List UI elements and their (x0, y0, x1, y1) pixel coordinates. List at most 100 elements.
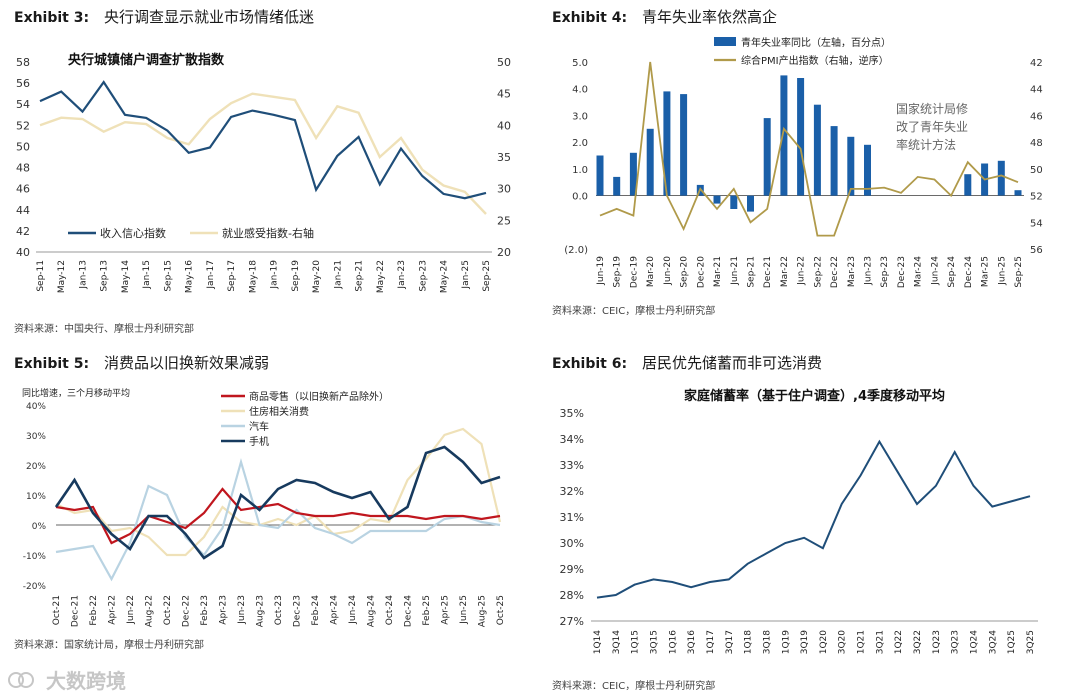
chart3-xtick: Jun-22 (126, 595, 136, 625)
chart4-xtick: 1Q23 (932, 630, 942, 654)
chart1-y2tick: 20 (497, 246, 511, 259)
chart1-xtick: May-18 (248, 260, 258, 293)
chart2-xtick: Dec-24 (964, 256, 974, 288)
exhibit-6-source: 资料来源：CEIC，摩根士丹利研究部 (552, 679, 715, 692)
chart1-xtick: Jan-25 (461, 260, 471, 290)
chart3-xtick: Apr-25 (441, 595, 451, 625)
chart3-xtick: Jun-24 (348, 595, 358, 625)
exhibit-4-source: 资料来源：CEIC，摩根士丹利研究部 (552, 304, 715, 317)
chart2-xtick: Sep-20 (680, 256, 690, 288)
chart2-xtick: Sep-21 (746, 256, 756, 288)
chart3-xtick: Apr-23 (219, 595, 229, 625)
chart2-xtick: Jun-23 (864, 256, 874, 286)
chart3-ytick: -20% (23, 582, 47, 592)
chart3-ytick: 40% (26, 402, 46, 412)
chart2-xtick: Dec-20 (696, 256, 706, 288)
chart1-xtick: May-20 (312, 260, 322, 293)
chart2-bar (680, 94, 688, 196)
chart3-xtick: Feb-24 (311, 595, 321, 626)
chart2-xtick: Mar-25 (981, 256, 991, 287)
exhibit-4-label: Exhibit 4: (552, 10, 627, 26)
chart3-xtick: Oct-23 (274, 595, 284, 625)
chart4-ytick: 33% (560, 459, 584, 472)
chart4-xtick: 3Q16 (687, 630, 697, 655)
chart3-xtick: Dec-23 (293, 595, 303, 627)
chart1-ytick: 54 (16, 98, 30, 111)
chart3-ytick: -10% (23, 552, 47, 562)
chart1-legend-employment: 就业感受指数-右轴 (222, 226, 314, 240)
chart2-ytick: (2.0) (564, 245, 588, 256)
chart3-xtick: Aug-25 (478, 595, 488, 627)
chart4-ytick: 32% (560, 485, 584, 498)
chart1-series-income (39, 80, 487, 200)
chart3-xtick: Aug-22 (145, 595, 155, 627)
chart2-bar (646, 128, 654, 196)
chart4-xtick: 1Q18 (744, 630, 754, 655)
chart2-series-pmi (599, 61, 1019, 237)
chart2-xtick: Dec-19 (629, 256, 639, 288)
chart2-annotation-line: 改了青年失业 (896, 119, 968, 134)
chart1-y2tick: 35 (497, 151, 511, 164)
chart2-bar (864, 144, 871, 196)
exhibit-6-title: 居民优先储蓄而非可选消费 (642, 354, 822, 372)
chart2-xtick: Sep-19 (613, 256, 623, 288)
exhibit-5-label: Exhibit 5: (14, 356, 89, 372)
chart1-y2tick: 40 (497, 119, 511, 132)
chart3-xtick: Oct-21 (52, 595, 62, 625)
chart2-annotation-line: 率统计方法 (896, 137, 956, 152)
chart1-ytick: 40 (16, 246, 30, 259)
chart2-bar (730, 195, 738, 209)
chart2-xtick: Dec-21 (763, 256, 773, 288)
chart4-xtick: 1Q15 (631, 630, 641, 654)
chart4-ytick: 27% (560, 615, 584, 628)
chart2-bar (663, 91, 671, 196)
chart4-xtick: 3Q21 (875, 630, 885, 654)
chart3-xtick: Oct-22 (163, 595, 173, 625)
chart1-ytick: 44 (16, 204, 30, 217)
chart3-ytick: 0% (32, 522, 47, 532)
chart1-xtick: Jan-21 (333, 260, 343, 290)
chart4-xtick: 3Q23 (951, 630, 961, 654)
chart4-ytick: 31% (560, 511, 584, 524)
chart1-xtick: Sep-15 (163, 260, 173, 292)
chart2-xtick: Jun-20 (663, 256, 673, 286)
chart4-xtick: 3Q25 (1026, 630, 1036, 654)
chart4-ytick: 35% (560, 407, 584, 420)
exhibit-3-label: Exhibit 3: (14, 10, 89, 26)
chart2-bar (797, 78, 805, 196)
chart1-xtick: Jan-23 (397, 260, 407, 290)
chart4-xtick: 3Q15 (649, 630, 659, 654)
chart2-ytick: 0.0 (572, 192, 588, 203)
watermark-icon (8, 672, 24, 688)
chart3-xtick: Jun-25 (459, 595, 469, 625)
chart2-bar (613, 176, 621, 196)
chart2-bar (964, 174, 972, 196)
chart3-legend-label: 汽车 (249, 420, 269, 433)
chart2-bar (997, 160, 1005, 196)
chart2-y2tick: 50 (1030, 165, 1043, 176)
chart1-y2tick: 50 (497, 56, 511, 69)
chart2-y2tick: 56 (1030, 245, 1043, 256)
chart3-ytick: 20% (26, 462, 46, 472)
chart2-bar (847, 136, 855, 196)
chart4-xtick: 3Q19 (800, 630, 810, 655)
exhibit-5-title: 消费品以旧换新效果减弱 (104, 354, 269, 372)
chart2-legend-swatch-bar (714, 37, 736, 46)
chart3-legend-label: 商品零售（以旧换新产品除外） (249, 390, 389, 403)
chart2-bar (1014, 190, 1022, 196)
chart2-y2tick: 42 (1030, 58, 1043, 69)
chart1-xtick: Sep-25 (482, 260, 492, 292)
chart1-ytick: 50 (16, 140, 30, 153)
chart4-xtick: 3Q14 (612, 630, 622, 655)
chart2-xtick: Sep-24 (947, 256, 957, 288)
chart2-y2tick: 48 (1030, 138, 1043, 149)
chart1-xtick: May-22 (376, 260, 386, 293)
chart1-ytick: 46 (16, 183, 30, 196)
chart2-xtick: Mar-22 (780, 256, 790, 287)
chart2-xtick: Mar-20 (646, 256, 656, 287)
chart1-xtick: Sep-13 (100, 260, 110, 292)
chart3-xtick: Feb-23 (200, 595, 210, 626)
chart1-y2tick: 30 (497, 183, 511, 196)
chart2-y2tick: 52 (1030, 192, 1043, 203)
